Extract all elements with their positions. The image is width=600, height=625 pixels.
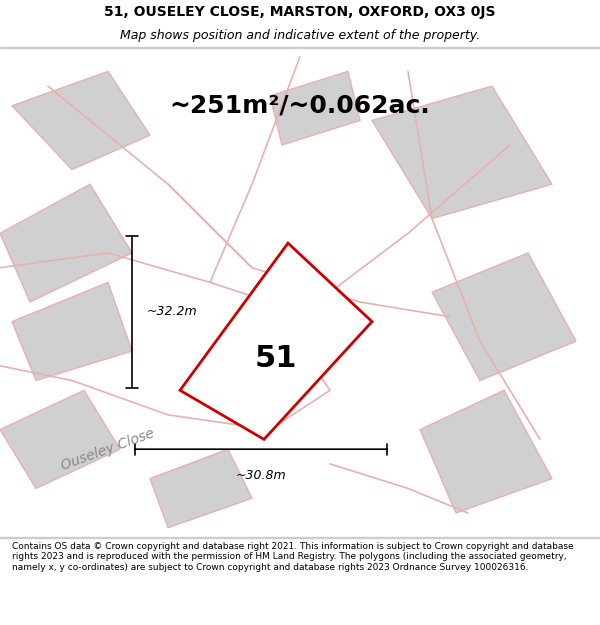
Text: ~32.2m: ~32.2m: [147, 305, 197, 318]
Polygon shape: [0, 390, 120, 489]
Text: Ouseley Close: Ouseley Close: [59, 426, 157, 472]
Text: Map shows position and indicative extent of the property.: Map shows position and indicative extent…: [120, 29, 480, 42]
Polygon shape: [12, 282, 132, 381]
Text: ~251m²/~0.062ac.: ~251m²/~0.062ac.: [170, 94, 430, 118]
Text: 51, OUSELEY CLOSE, MARSTON, OXFORD, OX3 0JS: 51, OUSELEY CLOSE, MARSTON, OXFORD, OX3 …: [104, 5, 496, 19]
Text: ~30.8m: ~30.8m: [236, 469, 286, 482]
Polygon shape: [150, 449, 252, 528]
Text: 51: 51: [255, 344, 297, 373]
Polygon shape: [180, 243, 372, 439]
Polygon shape: [432, 253, 576, 381]
Polygon shape: [12, 71, 150, 169]
Polygon shape: [270, 71, 360, 145]
Polygon shape: [372, 86, 552, 219]
Polygon shape: [420, 390, 552, 513]
Text: Contains OS data © Crown copyright and database right 2021. This information is : Contains OS data © Crown copyright and d…: [12, 542, 574, 572]
Polygon shape: [0, 184, 132, 302]
